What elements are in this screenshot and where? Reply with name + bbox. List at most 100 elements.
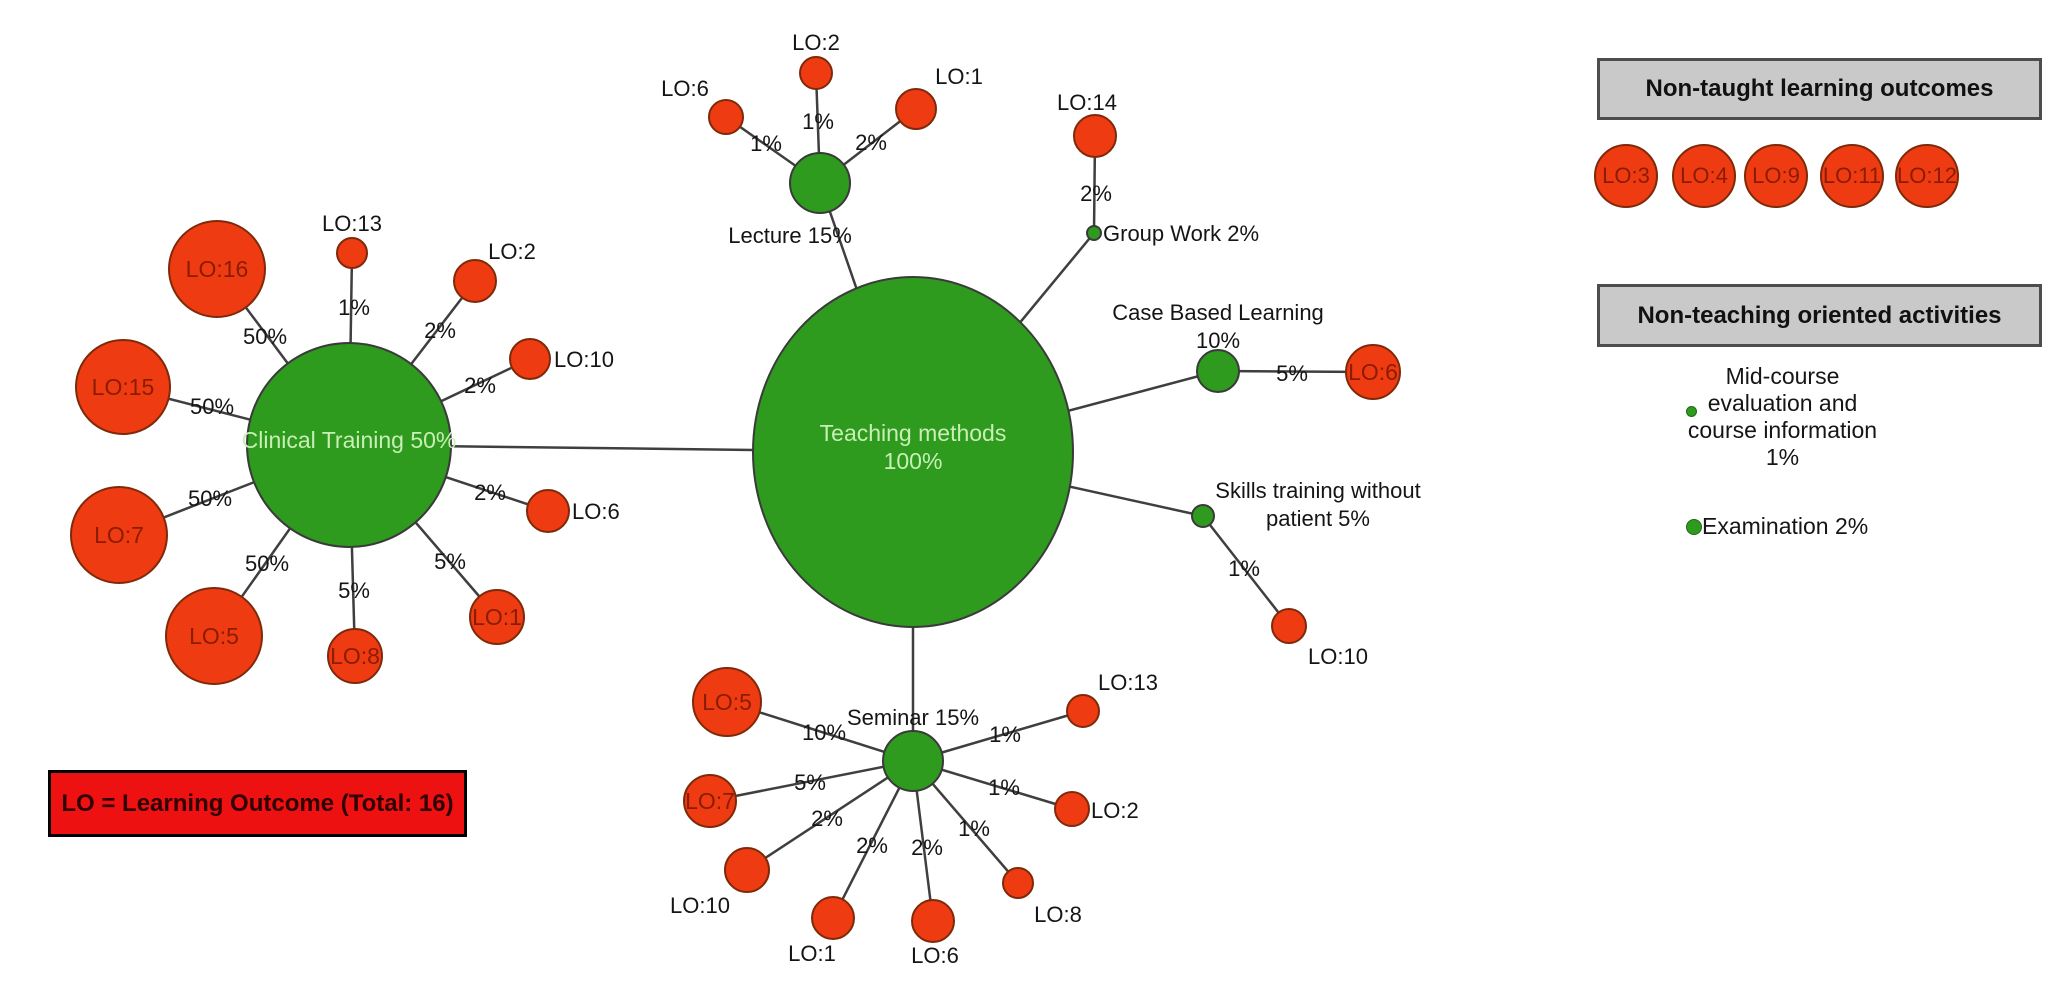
node-lo14_g bbox=[1073, 114, 1117, 158]
edge-label-seminar-lo10_m: 2% bbox=[811, 806, 843, 831]
node-lo2_l bbox=[799, 56, 833, 90]
edge-label-clinical-lo2_c: 2% bbox=[424, 318, 456, 343]
edge-label-clinical-lo1_c: 5% bbox=[434, 549, 466, 574]
node-lo8_m bbox=[1002, 867, 1034, 899]
node-lo2_m bbox=[1054, 791, 1090, 827]
node-label-lo6_l: LO:6 bbox=[661, 76, 709, 101]
node-teaching bbox=[752, 276, 1074, 628]
node-label-lo13_m: LO:13 bbox=[1098, 670, 1158, 695]
node-label-lo1_m: LO:1 bbox=[788, 941, 836, 966]
node-lo8_c bbox=[327, 628, 383, 684]
node-label-lo6_m: LO:6 bbox=[911, 943, 959, 968]
non-taught-outcome-lo3: LO:3 bbox=[1594, 144, 1658, 208]
node-lo10_m bbox=[724, 847, 770, 893]
node-lo1_m bbox=[811, 896, 855, 940]
node-label-lo10_m: LO:10 bbox=[670, 893, 730, 918]
edge-label-skills-lo10_s: 1% bbox=[1228, 556, 1260, 581]
edge-label-clinical-lo7_c: 50% bbox=[188, 486, 232, 511]
legend-non-teaching-header: Non-teaching oriented activities bbox=[1597, 284, 2042, 347]
node-lo5_m bbox=[692, 667, 762, 737]
edge-label-clinical-lo15_c: 50% bbox=[190, 394, 234, 419]
edge-label-clinical-lo16_c: 50% bbox=[243, 324, 287, 349]
edge-label-clinical-lo13_c: 1% bbox=[338, 295, 370, 320]
edge-seminar-lo7_m bbox=[709, 759, 914, 803]
legend-non-taught-header: Non-taught learning outcomes bbox=[1597, 58, 2042, 120]
node-lo6_c bbox=[526, 489, 570, 533]
legend-non-teaching-title: Non-teaching oriented activities bbox=[1637, 301, 2002, 329]
examination-dot-node bbox=[1686, 519, 1702, 535]
node-label-lecture: Lecture 15% bbox=[728, 223, 852, 248]
node-lo6_b bbox=[1345, 344, 1401, 400]
node-lo10_c bbox=[509, 338, 551, 380]
edge-label-seminar-lo8_m: 1% bbox=[958, 816, 990, 841]
node-lo1_c bbox=[469, 589, 525, 645]
node-label-seminar: Seminar 15% bbox=[847, 705, 979, 730]
node-lo10_s bbox=[1271, 608, 1307, 644]
node-lecture bbox=[789, 152, 851, 214]
node-label-lo2_m: LO:2 bbox=[1091, 798, 1139, 823]
node-lo13_m bbox=[1066, 694, 1100, 728]
lo-key-box: LO = Learning Outcome (Total: 16) bbox=[48, 770, 467, 837]
node-lo15_c bbox=[75, 339, 171, 435]
node-label-cbl: Case Based Learning 10% bbox=[1112, 300, 1324, 353]
edge-label-clinical-lo8_c: 5% bbox=[338, 578, 370, 603]
edge-seminar-lo10_m bbox=[746, 759, 914, 872]
node-label-lo8_c: LO:8 bbox=[330, 643, 380, 669]
edge-label-groupwork-lo14_g: 2% bbox=[1080, 181, 1112, 206]
node-lo16_c bbox=[168, 220, 266, 318]
node-lo6_m bbox=[911, 899, 955, 943]
edge-label-seminar-lo2_m: 1% bbox=[988, 775, 1020, 800]
node-label-skills: Skills training without patient 5% bbox=[1215, 478, 1420, 531]
non-taught-outcome-lo9: LO:9 bbox=[1744, 144, 1808, 208]
node-label-lo15_c: LO:15 bbox=[92, 374, 155, 400]
activity-midcourse-label: Mid-course evaluation and course informa… bbox=[1687, 363, 1878, 470]
non-taught-outcome-lo4: LO:4 bbox=[1672, 144, 1736, 208]
node-seminar bbox=[882, 730, 944, 792]
node-lo7_c bbox=[70, 486, 168, 584]
edge-label-lecture-lo6_l: 1% bbox=[750, 131, 782, 156]
node-lo2_c bbox=[453, 259, 497, 303]
node-label-lo8_m: LO:8 bbox=[1034, 902, 1082, 927]
edge-label-lecture-lo2_l: 1% bbox=[802, 109, 834, 134]
edge-label-seminar-lo13_m: 1% bbox=[989, 722, 1021, 747]
node-label-clinical: Clinical Training 50% bbox=[242, 427, 457, 453]
node-cbl bbox=[1196, 349, 1240, 393]
node-label-lo14_g: LO:14 bbox=[1057, 90, 1117, 115]
midcourse-dot-node bbox=[1686, 406, 1697, 417]
edge-label-clinical-lo5_c: 50% bbox=[245, 551, 289, 576]
edge-label-seminar-lo1_m: 2% bbox=[856, 833, 888, 858]
node-label-lo1_c: LO:1 bbox=[472, 604, 522, 630]
node-label-lo2_c: LO:2 bbox=[488, 239, 536, 264]
non-taught-outcome-lo12: LO:12 bbox=[1895, 144, 1959, 208]
node-lo1_l bbox=[895, 88, 937, 130]
node-clinical bbox=[246, 342, 452, 548]
non-taught-outcome-lo11: LO:11 bbox=[1820, 144, 1884, 208]
edge-label-seminar-lo5_m: 10% bbox=[802, 720, 846, 745]
node-label-lo7_m: LO:7 bbox=[685, 788, 735, 814]
node-skills bbox=[1191, 504, 1215, 528]
lo-key-label: LO = Learning Outcome (Total: 16) bbox=[61, 789, 454, 817]
activity-examination-label: Examination 2% bbox=[1702, 513, 1869, 539]
node-label-lo6_b: LO:6 bbox=[1348, 359, 1398, 385]
node-label-groupwork: Group Work 2% bbox=[1103, 221, 1259, 246]
edge-label-lecture-lo1_l: 2% bbox=[855, 130, 887, 155]
edge-label-clinical-lo10_c: 2% bbox=[464, 373, 496, 398]
node-lo13_c bbox=[336, 237, 368, 269]
edge-label-clinical-lo6_c: 2% bbox=[474, 480, 506, 505]
node-lo7_m bbox=[683, 774, 737, 828]
node-groupwork bbox=[1086, 225, 1102, 241]
node-label-lo1_l: LO:1 bbox=[935, 64, 983, 89]
node-label-lo5_c: LO:5 bbox=[189, 623, 239, 649]
node-label-lo5_m: LO:5 bbox=[702, 689, 752, 715]
node-lo5_c bbox=[165, 587, 263, 685]
legend-non-taught-title: Non-taught learning outcomes bbox=[1645, 75, 1994, 102]
node-label-lo10_s: LO:10 bbox=[1308, 644, 1368, 669]
edge-label-cbl-lo6_b: 5% bbox=[1276, 361, 1308, 386]
node-label-lo10_c: LO:10 bbox=[554, 347, 614, 372]
edge-label-seminar-lo6_m: 2% bbox=[911, 835, 943, 860]
node-label-lo7_c: LO:7 bbox=[94, 522, 144, 548]
node-label-lo6_c: LO:6 bbox=[572, 499, 620, 524]
edge-skills-lo10_s bbox=[1202, 515, 1290, 627]
